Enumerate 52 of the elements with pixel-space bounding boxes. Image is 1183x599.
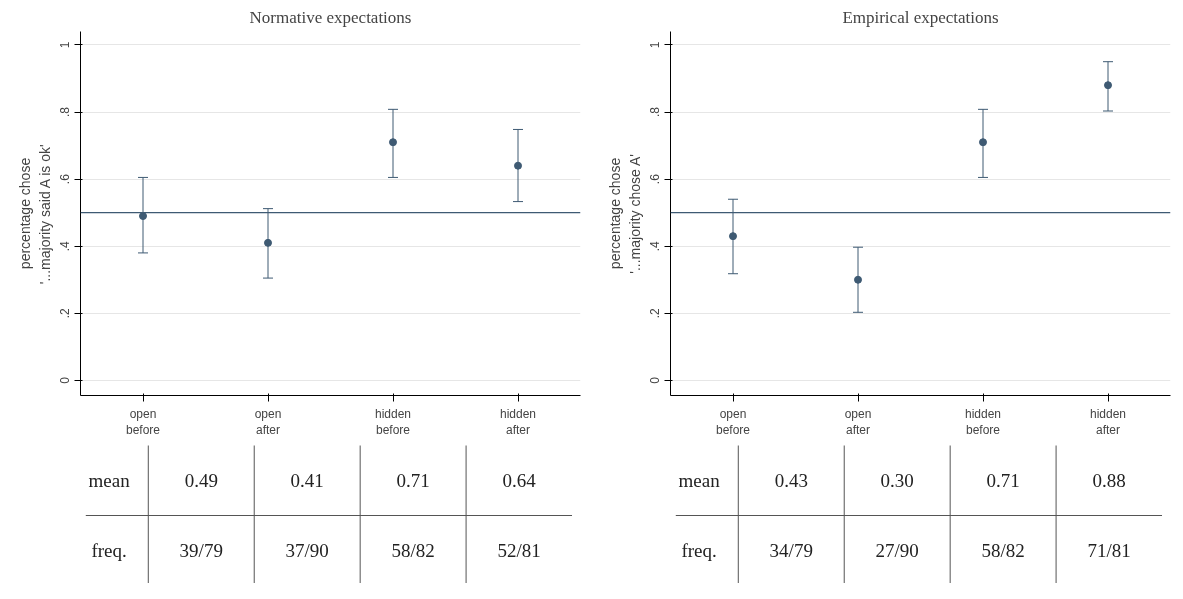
- text: 39/79: [179, 540, 223, 561]
- text: 27/90: [875, 540, 919, 561]
- text: freq.: [91, 540, 127, 561]
- y-tick-label: .4: [648, 240, 663, 252]
- y-tick-label: 0: [58, 376, 73, 384]
- chart-title: Empirical expectations: [842, 7, 999, 27]
- text: 58/82: [391, 540, 435, 561]
- data-label: 0.49: [184, 470, 218, 491]
- y-axis-title: percentage chose '...majority said A is ok': [17, 144, 53, 285]
- y-tick-label: .8: [58, 106, 73, 118]
- data-label: 0.71: [396, 470, 430, 491]
- data-label: 0.41: [290, 470, 324, 491]
- data-label: 0.43: [774, 470, 808, 491]
- text: 71/81: [1087, 540, 1131, 561]
- y-tick-label: .2: [648, 307, 663, 319]
- y-tick-label: .8: [648, 106, 663, 118]
- x-tick-label: open after: [254, 406, 282, 438]
- point: [1104, 81, 1112, 90]
- point: [729, 232, 737, 241]
- point: [264, 238, 272, 247]
- y-tick-label: 0: [648, 376, 663, 384]
- x-tick-label: hidden after: [499, 406, 537, 438]
- text: mean: [678, 470, 721, 491]
- chart-title: Normative expectations: [249, 7, 412, 27]
- y-tick-label: .6: [58, 173, 73, 185]
- data-label: 0.88: [1092, 470, 1126, 491]
- point: [139, 212, 147, 221]
- text: 58/82: [981, 540, 1025, 561]
- text: 37/90: [285, 540, 329, 561]
- y-tick-label: .6: [648, 173, 663, 185]
- point: [389, 138, 397, 147]
- point: [979, 138, 987, 147]
- x-tick-label: hidden before: [964, 406, 1002, 438]
- point: [514, 161, 522, 170]
- data-label: 0.30: [880, 470, 914, 491]
- y-tick-label: 1: [58, 41, 73, 49]
- text: 34/79: [769, 540, 813, 561]
- text: freq.: [681, 540, 717, 561]
- y-tick-label: .2: [58, 307, 73, 319]
- x-tick-label: open before: [715, 406, 751, 438]
- data-label: 0.71: [986, 470, 1020, 491]
- y-axis-title: percentage chose '...majority chose A': [607, 154, 643, 274]
- text: 52/81: [497, 540, 541, 561]
- x-tick-label: open after: [844, 406, 872, 438]
- x-tick-label: open before: [125, 406, 161, 438]
- text: mean: [88, 470, 131, 491]
- y-tick-label: .4: [58, 240, 73, 252]
- x-tick-label: hidden after: [1089, 406, 1127, 438]
- data-label: 0.64: [502, 470, 537, 491]
- y-tick-label: 1: [648, 41, 663, 49]
- x-tick-label: hidden before: [374, 406, 412, 438]
- point: [854, 275, 862, 284]
